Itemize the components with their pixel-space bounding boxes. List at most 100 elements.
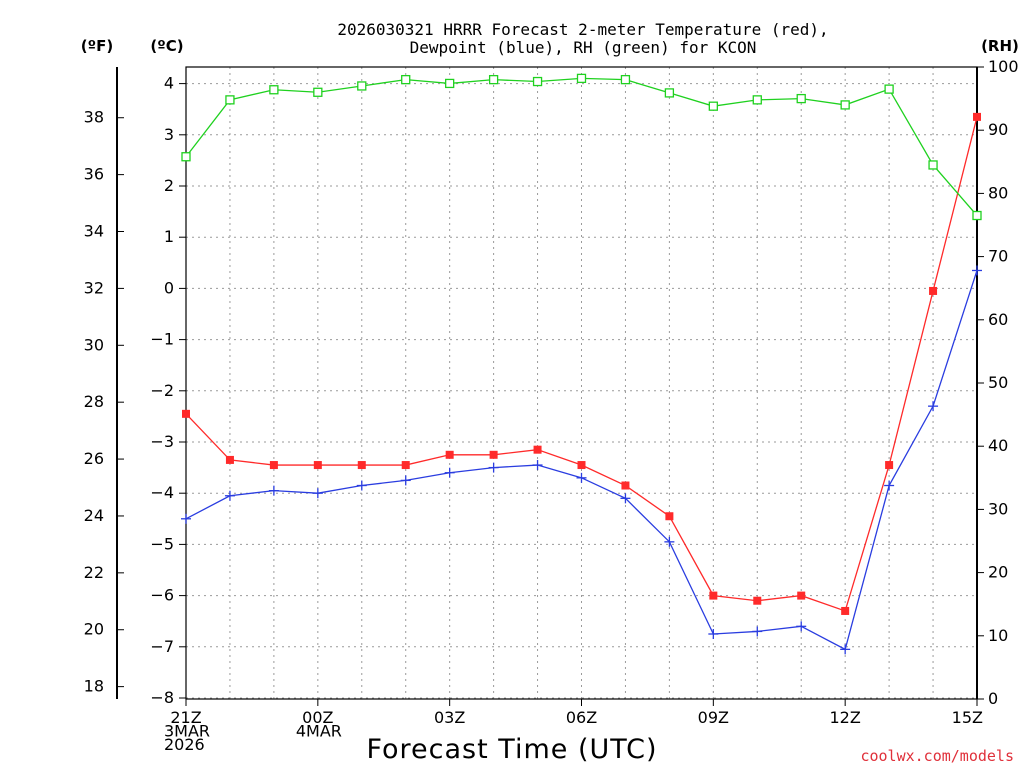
temperature-point — [621, 481, 630, 490]
f-tick-label: 24 — [84, 506, 104, 525]
rh-point — [796, 93, 806, 104]
x-tick-label: 09Z — [698, 708, 729, 727]
credit-text: coolwx.com/models — [860, 747, 1014, 765]
rh-tick-label: 60 — [988, 310, 1008, 329]
dewpoint-point — [972, 265, 982, 276]
rh-point — [445, 78, 455, 89]
rh-point — [576, 73, 587, 84]
dewpoint-point — [312, 488, 323, 499]
rh-point — [225, 95, 235, 105]
rh-point — [664, 88, 675, 98]
dewpoint-line — [185, 270, 978, 651]
rh-point — [752, 95, 762, 105]
x-tick-label: 00Z — [302, 708, 333, 727]
temperature-point — [973, 112, 981, 121]
chart-title-line2: Dewpoint (blue), RH (green) for KCON — [410, 38, 757, 57]
rh-point — [401, 74, 411, 85]
temperature-point — [841, 606, 850, 615]
f-tick-label: 18 — [84, 677, 104, 696]
f-tick-label: 20 — [84, 620, 104, 639]
dewpoint-point — [928, 401, 939, 412]
temperature-point — [753, 596, 762, 605]
dewpoint-point — [400, 475, 411, 486]
temperature-point — [797, 591, 806, 600]
x-tick-label: 06Z — [566, 708, 597, 727]
temperature-point — [357, 461, 366, 470]
c-tick-label: −2 — [150, 381, 174, 400]
rh-point — [313, 87, 323, 97]
temperature-point — [401, 461, 410, 470]
dewpoint-point — [224, 490, 235, 501]
x-tick-label: 3MAR — [164, 722, 210, 741]
x-tick-label: 4MAR — [296, 722, 342, 741]
rh-point — [532, 76, 543, 87]
rh-tick-label: 70 — [988, 247, 1008, 266]
rh-point — [928, 160, 938, 170]
temperature-point — [489, 450, 498, 459]
rh-tick-label: 40 — [988, 436, 1008, 455]
chart-title-line1: 2026030321 HRRR Forecast 2-meter Tempera… — [337, 20, 828, 39]
temperature-point — [577, 461, 586, 470]
rh-point — [357, 81, 367, 91]
dewpoint-point — [576, 472, 587, 483]
dewpoint-point — [268, 485, 279, 496]
dewpoint-point — [664, 536, 675, 547]
unit-label-rh: (RH) — [981, 37, 1019, 55]
rh-tick-label: 0 — [988, 689, 998, 708]
x-tick-label: 12Z — [830, 708, 861, 727]
x-tick-label: 15Z — [952, 708, 983, 727]
c-tick-label: 3 — [164, 125, 174, 144]
dewpoint-point — [752, 626, 763, 637]
dewpoint-point — [796, 621, 807, 632]
x-tick-label: 2026 — [164, 735, 205, 754]
unit-label-c: (ºC) — [150, 37, 183, 55]
f-tick-label: 30 — [84, 335, 104, 354]
dewpoint-point — [444, 467, 455, 478]
temperature-point — [709, 591, 718, 600]
dewpoint-point — [488, 462, 499, 473]
f-tick-label: 28 — [84, 392, 104, 411]
c-tick-label: 0 — [164, 278, 174, 297]
dewpoint-point — [181, 513, 191, 524]
f-tick-label: 26 — [84, 449, 104, 468]
dewpoint-point — [840, 644, 851, 655]
rh-point — [181, 152, 191, 162]
rh-tick-label: 90 — [988, 120, 1008, 139]
f-tick-label: 32 — [84, 278, 104, 297]
series — [181, 73, 982, 655]
dewpoint-point — [884, 480, 895, 491]
rh-point — [972, 210, 982, 221]
temperature-point — [533, 445, 542, 454]
c-tick-label: −8 — [150, 688, 174, 707]
f-tick-label: 38 — [84, 108, 104, 127]
rh-tick-label: 10 — [988, 626, 1008, 645]
temperature-point — [885, 461, 894, 470]
rh-tick-label: 30 — [988, 499, 1008, 518]
c-tick-label: −1 — [150, 330, 174, 349]
temperature-point — [269, 461, 278, 470]
temperature-point — [445, 450, 454, 459]
c-tick-label: 1 — [164, 227, 174, 246]
rh-point — [840, 100, 850, 110]
c-tick-label: −4 — [150, 483, 174, 502]
grid-lines — [186, 67, 977, 699]
dewpoint-point — [356, 480, 367, 491]
temperature-point — [665, 512, 674, 521]
c-tick-label: −7 — [150, 637, 174, 656]
x-tick-label: 03Z — [434, 708, 465, 727]
c-tick-label: 2 — [164, 176, 174, 195]
temperature-point — [182, 409, 190, 418]
x-tick-label: 21Z — [170, 708, 201, 727]
tick-labels: 43210−1−2−3−4−5−6−7−83836343230282624222… — [84, 57, 1019, 754]
f-tick-label: 36 — [84, 165, 104, 184]
axes — [116, 66, 984, 706]
rh-tick-label: 50 — [988, 373, 1008, 392]
rh-tick-label: 80 — [988, 183, 1008, 202]
c-tick-label: −3 — [150, 432, 174, 451]
dewpoint-point — [620, 493, 631, 504]
dewpoint-point — [708, 629, 719, 639]
f-tick-label: 22 — [84, 563, 104, 582]
rh-tick-label: 100 — [988, 57, 1019, 76]
f-tick-label: 34 — [84, 222, 104, 241]
temperature-point — [313, 461, 322, 470]
